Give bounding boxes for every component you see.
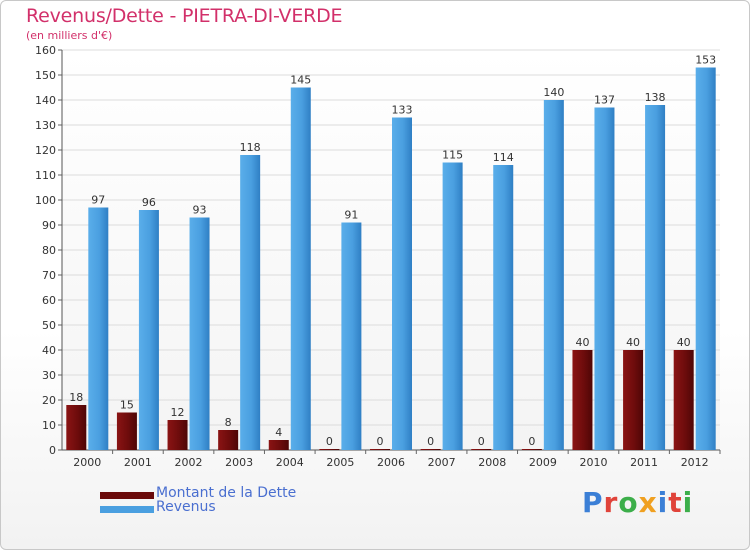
logo-letter: t — [668, 486, 683, 519]
y-tick-label: 30 — [42, 369, 56, 382]
data-label-revenus: 138 — [645, 91, 666, 104]
data-label-revenus: 93 — [193, 204, 207, 217]
data-label-revenus: 115 — [442, 149, 463, 162]
bar-revenus — [138, 210, 159, 450]
bar-dette — [471, 449, 492, 450]
data-label-dette: 4 — [275, 426, 282, 439]
x-tick-label: 2002 — [175, 456, 203, 469]
legend-swatch-dette — [100, 492, 154, 499]
x-tick-label: 2000 — [73, 456, 101, 469]
data-label-revenus: 137 — [594, 94, 615, 107]
bar-dette — [572, 350, 593, 450]
x-tick-label: 2003 — [225, 456, 253, 469]
bar-revenus — [442, 162, 463, 450]
data-label-revenus: 145 — [290, 74, 311, 87]
data-label-dette: 18 — [69, 391, 83, 404]
bar-dette — [623, 350, 644, 450]
legend-label-dette: Montant de la Dette — [156, 485, 297, 501]
logo-letter: P — [582, 486, 604, 519]
proxiti-logo: Proxiti — [582, 486, 693, 519]
bar-dette — [66, 405, 87, 450]
bar-revenus — [493, 165, 514, 450]
y-tick-label: 10 — [42, 419, 56, 432]
data-label-dette: 0 — [478, 435, 485, 448]
y-tick-label: 50 — [42, 319, 56, 332]
data-label-revenus: 96 — [142, 196, 156, 209]
data-label-revenus: 91 — [344, 209, 358, 222]
logo-letter: x — [638, 486, 658, 519]
bar-dette — [420, 449, 441, 450]
x-tick-label: 2008 — [478, 456, 506, 469]
data-label-dette: 40 — [575, 336, 589, 349]
logo-letter: r — [603, 486, 619, 519]
data-label-revenus: 133 — [392, 104, 413, 117]
data-label-dette: 0 — [377, 435, 384, 448]
chart-subtitle: (en milliers d'€) — [26, 29, 113, 42]
y-tick-label: 120 — [35, 144, 56, 157]
bar-revenus — [695, 67, 716, 450]
bar-revenus — [392, 117, 412, 450]
data-label-dette: 40 — [677, 336, 691, 349]
data-label-dette: 40 — [626, 336, 640, 349]
data-label-dette: 0 — [326, 435, 333, 448]
logo-letter: i — [657, 486, 669, 519]
bar-dette — [673, 350, 694, 450]
data-label-dette: 12 — [171, 406, 185, 419]
bar-revenus — [88, 207, 109, 450]
data-label-revenus: 140 — [543, 86, 564, 99]
data-label-revenus: 97 — [91, 194, 105, 207]
bar-revenus — [594, 107, 615, 450]
bar-dette — [268, 440, 289, 450]
x-tick-label: 2009 — [529, 456, 557, 469]
y-tick-label: 80 — [42, 244, 56, 257]
data-label-dette: 15 — [120, 399, 134, 412]
y-tick-label: 40 — [42, 344, 56, 357]
y-tick-label: 90 — [42, 219, 56, 232]
bar-revenus — [645, 105, 666, 450]
data-label-dette: 8 — [225, 416, 232, 429]
data-label-revenus: 118 — [240, 141, 261, 154]
x-tick-label: 2005 — [326, 456, 354, 469]
y-tick-label: 60 — [42, 294, 56, 307]
chart-title: Revenus/Dette - PIETRA-DI-VERDE — [26, 5, 343, 27]
x-tick-label: 2001 — [124, 456, 152, 469]
data-label-dette: 0 — [427, 435, 434, 448]
legend-swatch-revenus — [100, 506, 154, 513]
bar-dette — [319, 449, 340, 450]
x-tick-label: 2007 — [428, 456, 456, 469]
y-tick-label: 0 — [49, 444, 56, 457]
bar-revenus — [341, 222, 362, 450]
bar-dette — [521, 449, 542, 450]
y-tick-label: 110 — [35, 169, 56, 182]
y-tick-label: 70 — [42, 269, 56, 282]
x-tick-label: 2004 — [276, 456, 304, 469]
logo-letter: o — [618, 486, 639, 519]
bar-revenus — [290, 87, 311, 450]
x-tick-label: 2006 — [377, 456, 405, 469]
bar-revenus — [543, 100, 564, 450]
y-tick-label: 140 — [35, 94, 56, 107]
bar-dette — [116, 412, 137, 450]
y-tick-label: 130 — [35, 119, 56, 132]
data-label-revenus: 153 — [695, 54, 716, 67]
y-tick-label: 160 — [35, 44, 56, 57]
y-tick-label: 20 — [42, 394, 56, 407]
bar-dette — [218, 430, 239, 450]
bar-revenus — [189, 217, 210, 450]
legend-label-revenus: Revenus — [156, 499, 216, 515]
data-label-dette: 0 — [528, 435, 535, 448]
data-label-revenus: 114 — [493, 151, 514, 164]
x-tick-label: 2011 — [630, 456, 658, 469]
bar-revenus — [240, 155, 261, 450]
y-tick-label: 100 — [35, 194, 56, 207]
x-tick-label: 2010 — [579, 456, 607, 469]
bar-dette — [167, 420, 188, 450]
x-tick-label: 2012 — [681, 456, 709, 469]
logo-letter: i — [682, 486, 694, 519]
bar-dette — [370, 449, 390, 450]
y-tick-label: 150 — [35, 69, 56, 82]
